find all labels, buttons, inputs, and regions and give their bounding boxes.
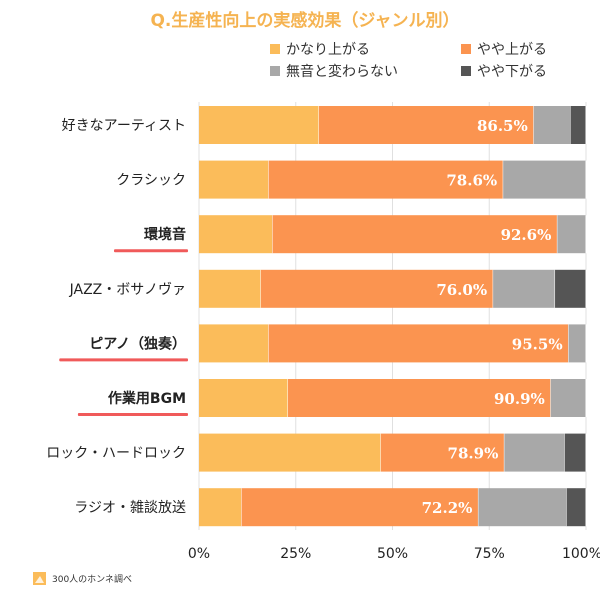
bar-segment — [199, 433, 381, 472]
bar-segment — [199, 269, 261, 308]
bar-segment — [199, 379, 289, 417]
bar-segment — [533, 106, 571, 144]
bar-segment — [568, 324, 586, 363]
x-tick-label: 25% — [280, 546, 311, 562]
bar-segment — [288, 379, 551, 417]
x-tick-label: 0% — [188, 546, 210, 562]
category-label: ラジオ・雑談放送 — [74, 500, 186, 516]
bar-segment — [566, 488, 586, 527]
footer: 300人のホンネ調べ — [33, 572, 132, 585]
category-label: 作業用BGM — [108, 390, 186, 407]
x-tick-label: 75% — [474, 546, 505, 562]
source-label: 300人のホンネ調べ — [52, 573, 132, 585]
legend-entry: やや上がる — [477, 42, 547, 58]
bar-segment — [241, 488, 479, 527]
chart-title: Q.生産性向上の実感効果（ジャンル別） — [150, 10, 459, 31]
category-label: 環境音 — [144, 226, 186, 243]
legend-entry: やや下がる — [477, 64, 547, 80]
category-label: 好きなアーティスト — [62, 118, 186, 134]
highlight-underline — [114, 249, 188, 253]
bar-segment — [272, 215, 558, 254]
bar-segment — [260, 269, 494, 308]
category-label: クラシック — [116, 173, 186, 189]
legend-swatch — [461, 44, 471, 54]
legend-swatch — [270, 44, 280, 54]
bars — [199, 106, 587, 527]
x-tick-label: 100% — [562, 546, 600, 562]
highlight-underline — [59, 358, 188, 362]
data-label: 95.5% — [512, 335, 563, 353]
legend-swatch — [461, 66, 471, 76]
x-tick-label: 50% — [377, 546, 408, 562]
data-label: 92.6% — [501, 226, 552, 244]
data-label: 78.6% — [446, 172, 497, 190]
bar-segment — [268, 160, 504, 199]
bar-segment — [555, 269, 586, 308]
bar-segment — [199, 215, 273, 254]
bar-segment — [504, 433, 565, 472]
bar-segment — [380, 433, 505, 472]
bar-segment — [570, 106, 586, 144]
bar-segment — [268, 324, 569, 363]
bar-segment — [199, 160, 269, 199]
data-labels: 86.5% 78.6% 92.6% 76.0% 95.5% 90.9% 78.9% 72.2% — [422, 117, 563, 517]
category-label: ロック・ハードロック — [46, 446, 186, 462]
bar-segment — [550, 379, 586, 417]
x-axis-ticks: 0% 25% 50% 75% 100% — [188, 546, 600, 562]
legend-entry: 無音と変わらない — [286, 63, 398, 80]
category-label: JAZZ・ボサノヴァ — [69, 281, 186, 298]
bar-segment — [557, 215, 586, 254]
data-label: 78.9% — [448, 445, 499, 463]
bar-segment — [199, 488, 242, 527]
bar-segment — [493, 269, 556, 308]
bar-segment — [199, 324, 269, 363]
data-label: 86.5% — [477, 117, 528, 135]
data-label: 76.0% — [436, 281, 487, 299]
source-logo-mark — [35, 576, 44, 583]
data-label: 72.2% — [422, 499, 473, 517]
bar-segment — [318, 106, 534, 144]
bar-segment — [478, 488, 567, 527]
highlight-underline — [77, 413, 188, 416]
legend-entry: かなり上がる — [286, 42, 370, 58]
bar-segment — [503, 160, 586, 199]
data-label: 90.9% — [494, 390, 545, 408]
legend-swatch — [270, 66, 280, 76]
bar-segment — [564, 433, 586, 472]
bar-segment — [199, 106, 319, 144]
category-label: ピアノ（独奏） — [89, 335, 186, 352]
